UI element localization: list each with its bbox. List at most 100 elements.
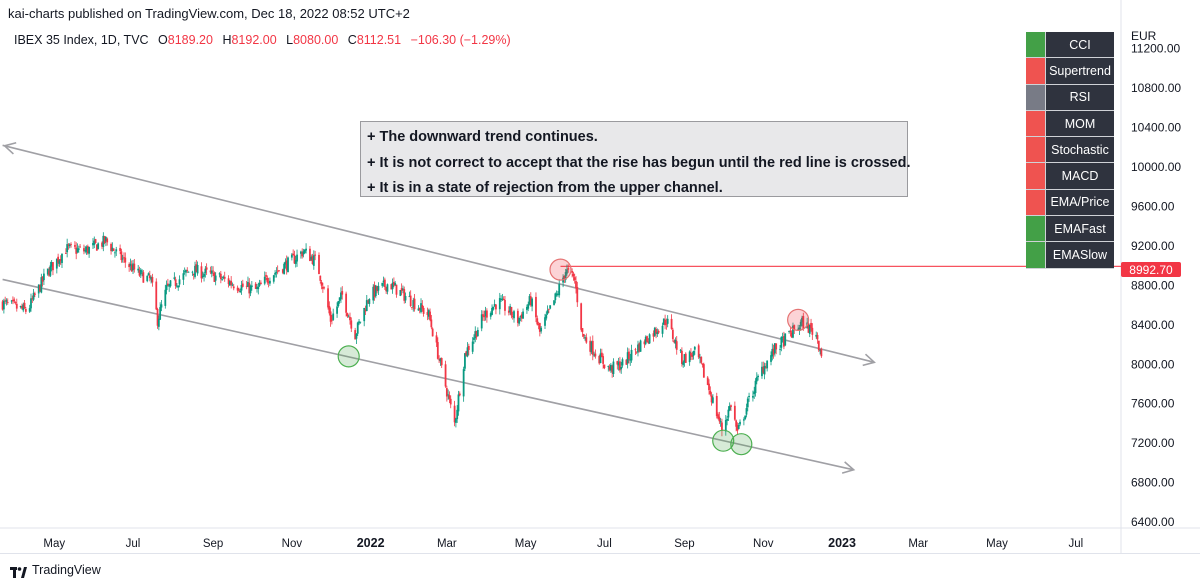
symbol-name[interactable]: IBEX 35 Index, 1D, TVC [14, 33, 149, 47]
candle-body [553, 300, 555, 305]
candle-body [340, 292, 342, 300]
candle-body [464, 353, 466, 369]
signal-name: RSI [1045, 84, 1114, 110]
candle-body [619, 361, 621, 371]
candle-body [363, 308, 366, 322]
candle-body [373, 285, 376, 297]
candle-body [267, 282, 270, 283]
candle-body [399, 290, 402, 296]
candle-body [23, 302, 26, 309]
candle-body [554, 293, 557, 301]
candle-body [39, 285, 41, 292]
candle-body [594, 353, 597, 357]
tradingview-logo[interactable]: TradingView [10, 563, 101, 578]
candle-body [97, 243, 100, 249]
signal-indicator [1026, 110, 1045, 137]
candle-body [239, 290, 242, 293]
time-tick-label: Sep [203, 538, 223, 550]
signal-name: MACD [1045, 163, 1114, 189]
candle-body [798, 327, 801, 331]
candle-body [773, 343, 776, 354]
candle-body [519, 315, 522, 317]
candle-body [356, 322, 359, 334]
candle-body [185, 269, 187, 273]
candle-body [754, 380, 757, 394]
candle-body [318, 254, 320, 275]
candle-body [727, 409, 730, 418]
candle-body [799, 321, 802, 327]
candle-body [661, 325, 664, 334]
candle-body [223, 276, 226, 279]
candle-body [422, 307, 425, 314]
candle-body [591, 340, 594, 355]
candle-body [169, 280, 172, 287]
candle-body [395, 284, 398, 295]
candle-body [186, 270, 189, 271]
lower-channel-line [2, 278, 854, 471]
candle-body [816, 334, 819, 340]
candle-body [737, 425, 740, 429]
candle-body [726, 418, 729, 421]
candle-body [529, 296, 532, 306]
candle-body [733, 405, 736, 420]
candle-body [652, 333, 655, 337]
low-value: 8080.00 [293, 33, 339, 47]
open-value: 8189.20 [167, 33, 213, 47]
candle-body [148, 275, 151, 279]
candle-body [367, 301, 369, 303]
candle-body [563, 275, 566, 279]
price-tick-label: 10800.00 [1131, 81, 1181, 95]
candle-body [673, 340, 676, 343]
candle-body [546, 310, 549, 314]
candle-body [802, 316, 805, 330]
candle-body [105, 237, 107, 242]
candle-body [74, 245, 76, 247]
candle-body [810, 322, 812, 329]
green-circle-marker [337, 345, 360, 368]
candle-body [418, 307, 421, 311]
chart-grid [0, 0, 1200, 553]
candle-body [247, 282, 249, 287]
candle-body [160, 304, 163, 308]
candle-body [630, 349, 633, 361]
candle-body [358, 321, 360, 324]
candle-body [265, 275, 267, 277]
candle-body [248, 282, 251, 294]
candle-body [485, 310, 488, 318]
candle-body [221, 278, 224, 280]
candle-body [540, 327, 543, 332]
resistance-price-tag: 8992.70 [1121, 262, 1181, 277]
close-label: C [347, 33, 357, 47]
footer: TradingView [0, 553, 1200, 585]
candle-body [263, 276, 266, 284]
candle-body [817, 340, 820, 351]
candle-body [775, 343, 778, 350]
candle-body [14, 302, 17, 304]
candle-body [176, 285, 178, 287]
candle-body [50, 262, 53, 267]
time-tick-label: Jul [597, 538, 612, 550]
candle-body [436, 342, 439, 359]
signal-indicator [1026, 163, 1045, 189]
price-tick-label: 7600.00 [1131, 397, 1175, 411]
signal-name: EMAFast [1045, 216, 1114, 242]
candle-body [232, 286, 235, 289]
candle-body [95, 244, 98, 251]
candle-body [598, 356, 601, 364]
candle-body [566, 269, 568, 274]
tradingview-logo-text: TradingView [32, 563, 101, 577]
annotation-box[interactable]: + The downward trend continues. + It is … [360, 121, 910, 197]
candle-body [748, 395, 750, 398]
candle-body [699, 357, 701, 359]
signal-indicator [1026, 32, 1045, 58]
candle-body [201, 275, 204, 277]
candle-body [79, 246, 81, 248]
candle-body [141, 270, 143, 272]
candle-body [151, 277, 154, 283]
signal-name: EMASlow [1045, 242, 1114, 268]
candle-body [275, 272, 278, 273]
candle-body [30, 298, 32, 309]
low-label: L [286, 33, 294, 47]
candle-body [390, 284, 393, 290]
